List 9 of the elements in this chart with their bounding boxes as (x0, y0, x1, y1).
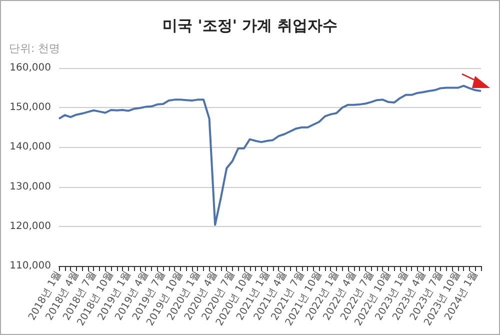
y-tick-label: 130,000 (10, 181, 51, 192)
y-tick-label: 160,000 (10, 62, 51, 74)
chart-title: 미국 '조정' 가계 취업자수 (162, 16, 338, 34)
y-axis-title: 단위: 천명 (9, 42, 60, 55)
y-tick-label: 150,000 (10, 102, 51, 114)
y-tick-label: 110,000 (10, 260, 51, 272)
line-series (58, 84, 482, 226)
y-tick-label: 140,000 (10, 142, 51, 153)
y-tick-label: 120,000 (10, 220, 51, 232)
